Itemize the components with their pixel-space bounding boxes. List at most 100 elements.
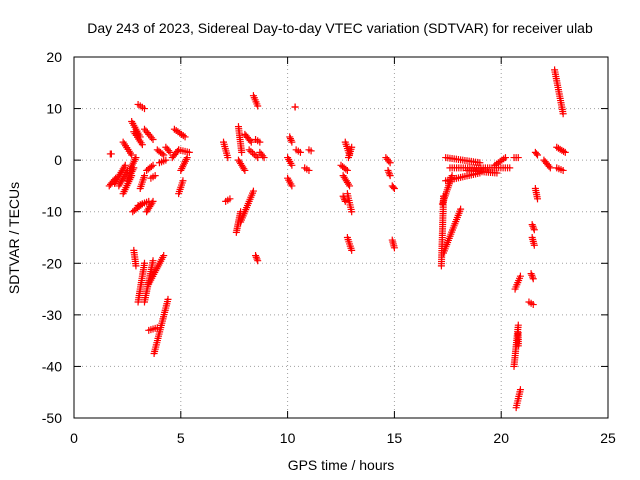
data-point: [260, 154, 268, 162]
data-point: [149, 197, 157, 205]
data-point: [348, 143, 356, 151]
data-point: [181, 133, 189, 141]
data-point: [179, 177, 187, 185]
data-point: [339, 192, 347, 200]
data-point: [516, 272, 524, 280]
data-point: [341, 197, 349, 205]
data-point: [546, 164, 554, 172]
data-point: [224, 154, 232, 162]
data-point: [166, 148, 174, 156]
data-point: [385, 157, 393, 165]
data-point: [151, 172, 159, 180]
data-point: [307, 147, 315, 155]
data-point: [250, 150, 258, 158]
data-point: [241, 166, 249, 174]
chart-title: Day 243 of 2023, Sidereal Day-to-day VTE…: [87, 20, 593, 36]
data-point: [254, 154, 262, 162]
data-point: [530, 241, 538, 249]
data-point: [254, 257, 262, 265]
data-point: [162, 156, 170, 164]
data-point: [252, 252, 260, 260]
data-point: [529, 301, 537, 309]
data-point: [342, 165, 350, 173]
y-tick-label: -50: [42, 410, 62, 426]
x-tick-label: 15: [387, 430, 403, 446]
data-point: [534, 151, 542, 159]
data-point: [121, 161, 129, 169]
data-point: [534, 195, 542, 203]
x-tick-label: 10: [280, 430, 296, 446]
data-point: [527, 270, 535, 278]
data-point: [516, 386, 524, 394]
data-point: [559, 166, 567, 174]
data-point: [140, 172, 148, 180]
data-point: [560, 147, 568, 155]
data-point: [253, 255, 261, 263]
data-point: [514, 321, 522, 329]
data-point: [160, 252, 168, 260]
data-point: [389, 183, 397, 191]
data-point: [506, 164, 514, 172]
data-point: [148, 134, 156, 142]
data-point: [287, 136, 295, 144]
data-point: [545, 162, 553, 170]
data-points: [105, 66, 569, 412]
data-point: [457, 205, 465, 213]
data-point: [149, 136, 157, 144]
data-point: [559, 110, 567, 118]
y-tick-label: -40: [42, 358, 62, 374]
data-point: [385, 170, 393, 178]
data-point: [185, 148, 193, 156]
data-point: [530, 224, 538, 232]
data-point: [183, 154, 191, 162]
data-point: [226, 195, 234, 203]
data-point: [148, 199, 156, 207]
data-point: [107, 150, 115, 158]
data-point: [249, 149, 257, 157]
data-point: [530, 226, 538, 234]
data-point: [240, 165, 248, 173]
data-point: [252, 152, 260, 160]
data-point: [493, 169, 501, 177]
data-point: [384, 166, 392, 174]
data-point: [529, 273, 537, 281]
axis-ticks: [73, 56, 609, 419]
data-point: [529, 222, 537, 230]
data-point: [140, 105, 148, 113]
y-axis-label: SDTVAR / TECUs: [6, 182, 22, 294]
y-tick-label: -30: [42, 307, 62, 323]
data-point: [254, 102, 262, 110]
data-point: [288, 182, 296, 190]
data-point: [476, 159, 484, 167]
data-point: [132, 262, 140, 270]
data-point: [164, 295, 172, 303]
y-tick-labels: -50 -40 -30 -20 -10 0 10 20: [42, 49, 62, 426]
data-point: [561, 148, 569, 156]
data-point: [286, 133, 294, 141]
data-point: [249, 187, 257, 195]
data-point: [296, 148, 304, 156]
data-point: [245, 146, 253, 154]
data-point: [348, 208, 356, 216]
data-point: [286, 135, 294, 143]
data-point: [532, 150, 540, 158]
x-tick-label: 5: [177, 430, 185, 446]
data-point: [247, 147, 255, 155]
y-tick-label: 20: [46, 49, 62, 65]
x-axis-label: GPS time / hours: [288, 457, 395, 473]
data-point: [385, 168, 393, 176]
data-point: [149, 257, 157, 265]
data-point: [160, 151, 168, 159]
data-point: [158, 150, 166, 158]
data-point: [140, 259, 148, 267]
data-point: [252, 253, 260, 261]
data-point: [238, 148, 246, 156]
x-tick-label: 20: [493, 430, 509, 446]
data-point: [390, 244, 398, 252]
data-point: [514, 329, 522, 337]
data-point: [138, 141, 146, 149]
data-point: [346, 182, 354, 190]
data-point: [386, 159, 394, 167]
data-point: [343, 166, 351, 174]
